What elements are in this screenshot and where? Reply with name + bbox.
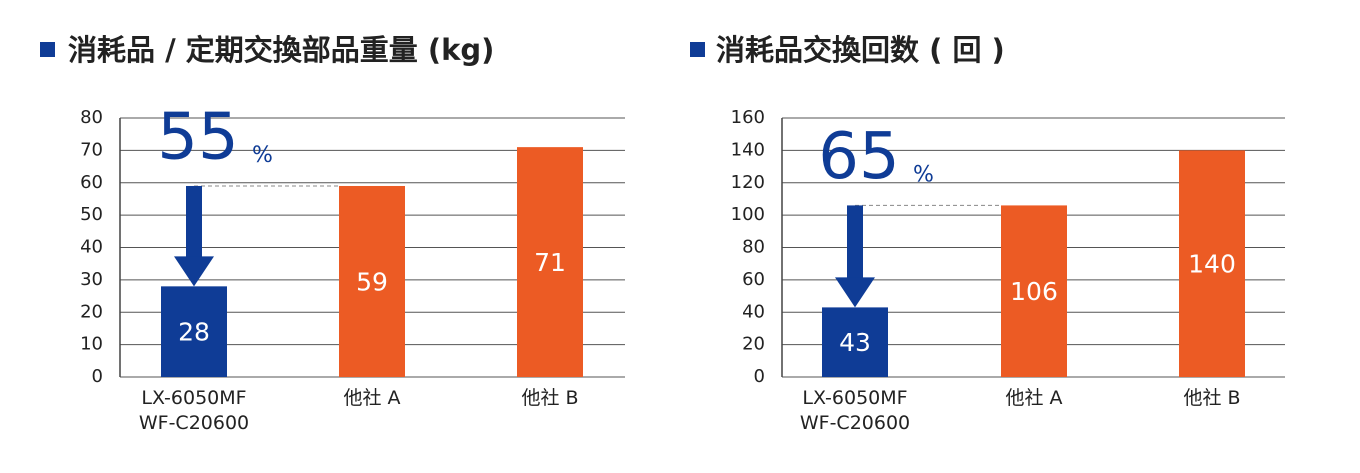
bar	[339, 185, 405, 377]
y-tick-label: 40	[80, 237, 103, 258]
chart-title: 消耗品交換回数 ( 回 )	[716, 33, 1005, 67]
value-label: 59	[356, 267, 388, 296]
y-tick-label: 50	[80, 204, 103, 225]
annotation-unit: %	[913, 162, 934, 187]
value-label: 28	[178, 318, 210, 347]
arrow-head	[835, 277, 875, 308]
x-tick-label: LX-6050MF WF-C20600	[138, 387, 250, 434]
y-tick-label: 0	[92, 366, 103, 387]
y-tick-label: 80	[80, 107, 103, 128]
y-tick-label: 0	[754, 366, 765, 387]
y-tick-label: 60	[80, 172, 103, 193]
bar	[1001, 205, 1067, 377]
bar	[517, 147, 583, 377]
bar	[822, 307, 888, 377]
x-tick-label: LX-6050MF WF-C20600	[799, 387, 911, 434]
value-label: 71	[534, 248, 566, 277]
x-tick-label: 他社 A	[1005, 387, 1063, 409]
arrow-shaft	[186, 185, 202, 259]
bar	[1179, 150, 1245, 377]
annotation-value: 65	[818, 120, 899, 194]
bar	[161, 286, 227, 377]
y-tick-label: 120	[731, 172, 765, 193]
x-tick-label: 他社 B	[1183, 387, 1241, 409]
chart-title: 消耗品 / 定期交換部品重量 (kg)	[68, 33, 494, 67]
y-tick-label: 20	[742, 334, 765, 355]
annotation-unit: %	[252, 143, 273, 168]
y-tick-label: 30	[80, 269, 103, 290]
x-tick-label: 他社 B	[521, 387, 579, 409]
y-tick-label: 60	[742, 269, 765, 290]
y-tick-label: 20	[80, 301, 103, 322]
arrow-shaft	[847, 205, 863, 280]
annotation-value: 55	[157, 101, 238, 175]
arrow-head	[174, 256, 214, 287]
y-tick-label: 100	[731, 204, 765, 225]
title-marker	[690, 42, 705, 57]
y-tick-label: 80	[742, 237, 765, 258]
value-label: 106	[1010, 277, 1058, 306]
value-label: 140	[1188, 250, 1236, 279]
y-tick-label: 10	[80, 334, 103, 355]
y-tick-label: 70	[80, 139, 103, 160]
y-tick-label: 160	[731, 107, 765, 128]
x-tick-label: 他社 A	[343, 387, 401, 409]
y-tick-label: 140	[731, 139, 765, 160]
y-tick-label: 40	[742, 301, 765, 322]
title-marker	[40, 42, 55, 57]
value-label: 43	[839, 328, 871, 357]
